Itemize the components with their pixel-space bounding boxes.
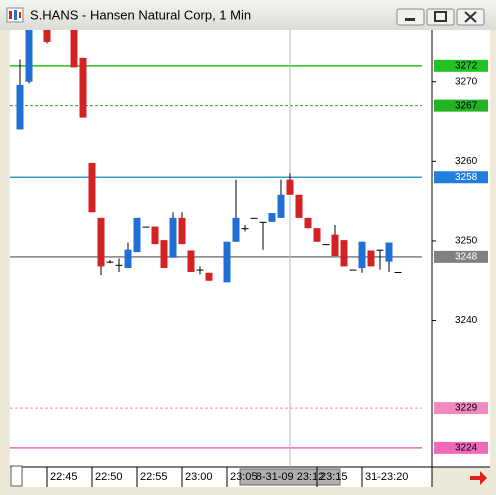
candle-body: [124, 249, 132, 269]
level-label-box: [434, 402, 488, 415]
candle-body: [349, 269, 357, 271]
level-label-box: [434, 250, 488, 263]
scroll-right-arrow[interactable]: [470, 471, 487, 485]
scroll-box[interactable]: [10, 465, 23, 487]
candle-body: [295, 194, 303, 218]
candle-body: [376, 249, 384, 251]
app-icon: [6, 7, 24, 23]
candle-body: [322, 244, 330, 246]
candle-body: [196, 269, 204, 271]
candle-body: [241, 228, 249, 230]
price-axis: [432, 30, 490, 467]
level-label-box: [434, 441, 488, 454]
level-label: 3229: [455, 403, 478, 414]
candle-body: [142, 226, 150, 228]
candle-body: [16, 84, 24, 130]
x-tick-label: 23:05: [230, 471, 258, 483]
level-label: 3248: [455, 251, 478, 262]
overlay: 8-31-09 23:12: [239, 468, 341, 486]
candle-body: [286, 179, 294, 195]
x-tick-label: 22:55: [140, 471, 168, 483]
y-tick-label: 3270: [455, 76, 478, 87]
level-label-box: [434, 99, 488, 112]
candle-body: [232, 217, 240, 242]
candle-body: [313, 228, 321, 242]
x-tick-label: 23:00: [185, 471, 213, 483]
candle-body: [133, 217, 141, 253]
y-tick-label: 3240: [455, 315, 478, 326]
candle-body: [205, 272, 213, 281]
candle-body: [358, 241, 366, 269]
level-label-box: [434, 171, 488, 184]
candle-body: [115, 264, 123, 266]
candle-body: [187, 250, 195, 272]
candle-body: [304, 217, 312, 229]
candle-body: [340, 240, 348, 267]
candle-body: [223, 241, 231, 283]
candle-body: [169, 217, 177, 258]
candle-body: [178, 217, 186, 245]
candle-body: [268, 213, 276, 222]
plot-area: [10, 30, 432, 467]
level-label: 3272: [455, 60, 478, 71]
candle-body: [367, 250, 375, 267]
candle-body: [97, 217, 105, 267]
candle-body: [70, 30, 78, 68]
candle-body: [385, 242, 393, 262]
y-tick-label: 3260: [455, 156, 478, 167]
candle-body: [151, 226, 159, 245]
minimize-button[interactable]: [396, 8, 425, 26]
candle-body: [331, 234, 339, 257]
candle-body: [250, 217, 258, 219]
candle-body: [277, 194, 285, 218]
x-tick-label: 22:45: [50, 471, 78, 483]
candle-body: [160, 240, 168, 269]
maximize-button[interactable]: [426, 8, 455, 26]
level-label-box: [434, 59, 488, 72]
x-tick-label: 31-23:20: [365, 471, 408, 483]
candle-body: [88, 162, 96, 213]
x-tick-label: 23:15: [320, 471, 348, 483]
candle-body: [79, 57, 87, 118]
candle-body: [43, 30, 51, 42]
close-button[interactable]: [456, 8, 485, 26]
x-tick-label: 22:50: [95, 471, 123, 483]
level-label: 3224: [455, 443, 478, 454]
window-title: S.HANS - Hansen Natural Corp, 1 Min: [30, 7, 251, 22]
candle-body: [106, 261, 114, 263]
candle-body: [394, 271, 402, 273]
level-label: 3258: [455, 172, 478, 183]
crosshair-label: 8-31-09 23:12: [256, 471, 325, 483]
crosshair-label-box: [239, 468, 341, 486]
candle-body: [259, 221, 267, 223]
level-label: 3267: [455, 100, 478, 111]
y-tick-label: 3250: [455, 236, 478, 247]
plot: [10, 30, 422, 467]
candle-body: [25, 30, 33, 82]
